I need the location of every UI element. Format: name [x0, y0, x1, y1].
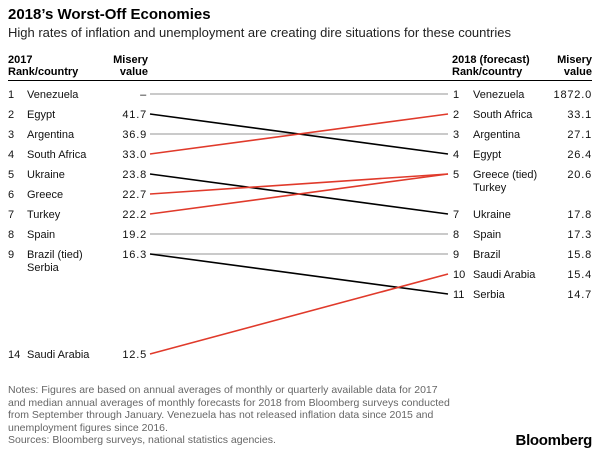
right-country-south-africa: South Africa [473, 109, 533, 121]
left-country-brazil-tied: Brazil (tied) [27, 249, 83, 261]
left-value-turkey: 22.2 [122, 209, 147, 221]
left-country-south-africa: South Africa [27, 149, 87, 161]
header-rule [8, 80, 592, 81]
right-country-greece-tied: Greece (tied) [473, 169, 537, 181]
right-rank-11: 11 [453, 289, 464, 301]
slope-line-saudi-arabia [149, 273, 449, 355]
right-rank-5: 5 [453, 169, 459, 181]
left-value-header: Misery value [100, 54, 148, 78]
left-rank-6: 6 [8, 189, 14, 201]
notes-line-2: and median annual averages of monthly fo… [8, 396, 450, 409]
right-rank-3: 3 [453, 129, 459, 141]
left-country-saudi-arabia: Saudi Arabia [27, 349, 90, 361]
left-value-saudi-arabia: 12.5 [122, 349, 147, 361]
right-country-argentina: Argentina [473, 129, 521, 141]
left-value-spain: 19.2 [122, 229, 147, 241]
right-value-header: Misery value [545, 54, 592, 78]
chart-title: 2018’s Worst-Off Economies [8, 6, 211, 23]
right-rank-header-line2: Rank/country [452, 66, 523, 78]
chart-notes: Notes: Figures are based on annual avera… [8, 384, 498, 434]
right-value-venezuela: 1872.0 [554, 89, 592, 101]
right-value-brazil: 15.8 [567, 249, 592, 261]
slope-line-south-africa [149, 113, 449, 155]
left-country-argentina: Argentina [27, 129, 75, 141]
left-country-ukraine: Ukraine [27, 169, 65, 181]
right-rank-10: 10 [453, 269, 465, 281]
left-value-header-line1: Misery [113, 54, 148, 66]
right-country-egypt: Egypt [473, 149, 501, 161]
brand-logo: Bloomberg [515, 432, 593, 449]
left-country-venezuela: Venezuela [27, 89, 79, 101]
right-rank-1: 1 [453, 89, 459, 101]
left-rank-3: 3 [8, 129, 14, 141]
right-rank-header: 2018 (forecast) Rank/country [452, 54, 530, 78]
left-country-egypt: Egypt [27, 109, 55, 121]
left-country-greece: Greece [27, 189, 63, 201]
left-country-brazil-tied-2: Serbia [27, 262, 60, 274]
left-rank-2: 2 [8, 109, 14, 121]
left-rank-14: 14 [8, 349, 20, 361]
right-value-spain: 17.3 [567, 229, 592, 241]
right-country-serbia: Serbia [473, 289, 506, 301]
slope-line-serbia [149, 253, 449, 295]
right-country-greece-tied-2: Turkey [473, 182, 507, 194]
left-value-greece: 22.7 [122, 189, 147, 201]
notes-line-3: from September through January. Venezuel… [8, 409, 434, 421]
left-rank-header-line2: Rank/country [8, 66, 79, 78]
right-value-header-line2: value [563, 66, 592, 78]
slope-line-turkey [149, 173, 449, 215]
slope-chart: 1 Venezuela – 2 Egypt 41.7 3 Argentina 36.9 4 Sout… [8, 89, 592, 361]
right-country-brazil: Brazil [473, 249, 501, 261]
notes-line-1: Notes: Figures are based on annual avera… [8, 384, 438, 396]
right-country-saudi-arabia: Saudi Arabia [473, 269, 536, 281]
left-rank-header-line1: 2017 [8, 54, 33, 66]
right-value-ukraine: 17.8 [567, 209, 592, 221]
chart-sources: Sources: Bloomberg surveys, national sta… [8, 434, 276, 446]
left-rank-8: 8 [8, 229, 14, 241]
left-value-south-africa: 33.0 [122, 149, 147, 161]
right-value-greece-tied: 20.6 [567, 169, 592, 181]
right-value-south-africa: 33.1 [567, 109, 592, 121]
left-value-header-line2: value [119, 66, 148, 78]
left-value-ukraine: 23.8 [122, 169, 147, 181]
right-rank-header-line1: 2018 (forecast) [452, 54, 530, 66]
right-rank-4: 4 [453, 149, 459, 161]
left-value-brazil-tied: 16.3 [122, 249, 147, 261]
left-rank-4: 4 [8, 149, 14, 161]
right-value-header-line1: Misery [557, 54, 592, 66]
notes-line-4: unemployment figures since 2016. [8, 421, 168, 434]
left-rank-1: 1 [8, 89, 14, 101]
right-rank-9: 9 [453, 249, 459, 261]
right-rank-8: 8 [453, 229, 459, 241]
left-rank-header: 2017 Rank/country [8, 54, 78, 78]
slope-line-greece [149, 173, 449, 195]
right-rank-2: 2 [453, 109, 459, 121]
left-value-argentina: 36.9 [122, 129, 147, 141]
right-country-venezuela: Venezuela [473, 89, 525, 101]
right-country-ukraine: Ukraine [473, 209, 511, 221]
left-country-spain: Spain [27, 229, 55, 241]
left-country-turkey: Turkey [27, 209, 61, 221]
left-rank-9: 9 [8, 249, 14, 261]
right-value-egypt: 26.4 [567, 149, 592, 161]
right-value-saudi-arabia: 15.4 [567, 269, 592, 281]
right-country-spain: Spain [473, 229, 501, 241]
left-value-venezuela: – [140, 89, 147, 101]
left-rank-5: 5 [8, 169, 14, 181]
chart-subtitle: High rates of inflation and unemployment… [8, 25, 511, 40]
left-value-egypt: 41.7 [122, 109, 147, 121]
right-value-serbia: 14.7 [567, 289, 592, 301]
right-rank-7: 7 [453, 209, 459, 221]
left-rank-7: 7 [8, 209, 14, 221]
right-value-argentina: 27.1 [567, 129, 592, 141]
